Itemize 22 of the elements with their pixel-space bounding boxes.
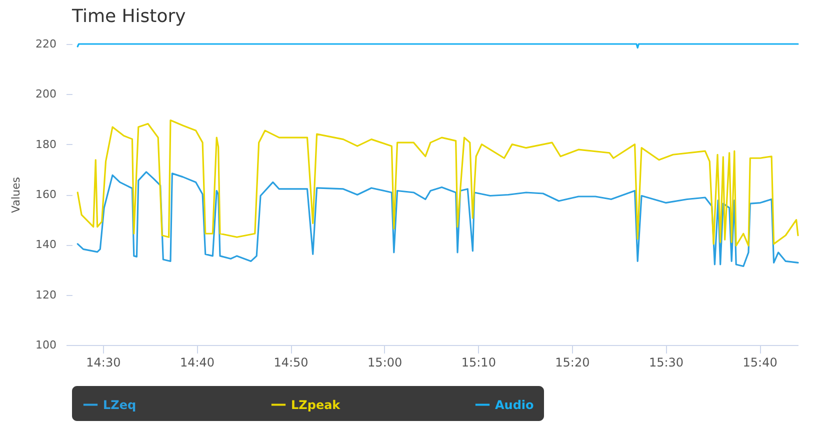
x-tick-label: 15:10 [461,356,496,370]
y-tick-label: 140 [36,238,56,252]
y-tick-label: 200 [36,88,56,101]
x-tick-label: 15:40 [742,356,778,370]
legend-label: LZpeak [291,398,342,412]
y-axis-title: Values [10,176,23,213]
legend-label: LZeq [103,398,136,412]
x-tick-label: 15:00 [368,356,402,370]
line-series [76,119,799,246]
y-tick-label: 220 [36,38,56,50]
y-tick-label: 100 [36,338,56,352]
x-tick-label: 14:50 [274,356,308,370]
chart-title: Time History [71,6,186,27]
y-tick-label: 120 [36,288,56,302]
line-series [76,171,799,268]
x-tick-label: 14:40 [180,356,215,370]
y-tick-label: 160 [36,188,56,201]
legend-label: Audio [495,398,534,412]
x-tick-label: 15:30 [648,356,684,370]
x-tick-label: 14:30 [86,356,121,370]
x-tick-label: 15:20 [555,356,590,370]
y-tick-label: 180 [36,138,56,151]
